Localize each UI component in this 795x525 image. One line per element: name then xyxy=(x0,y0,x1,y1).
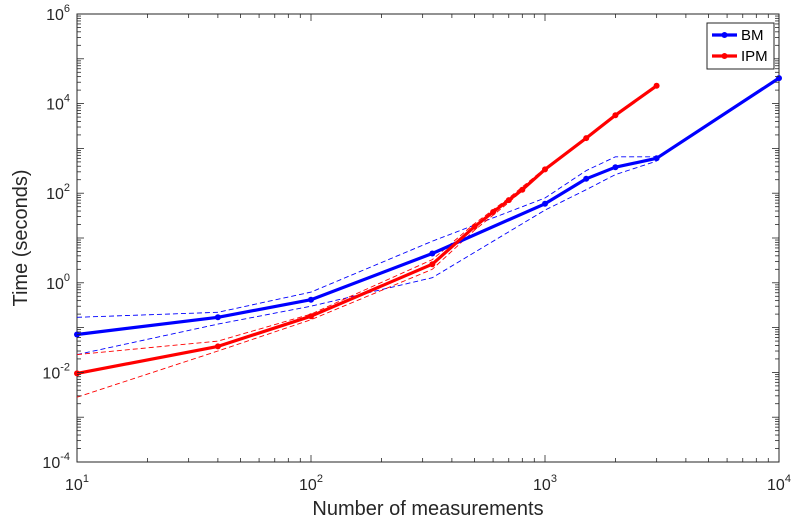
series-1-point xyxy=(519,186,526,193)
series-1-point xyxy=(429,261,436,268)
legend-box xyxy=(706,22,775,70)
legend-label: IPM xyxy=(741,48,768,65)
plot-area xyxy=(76,13,780,463)
series-0-point xyxy=(542,200,548,207)
series-1-point xyxy=(490,209,497,215)
legend: BM IPM xyxy=(706,22,775,70)
x-tick-label: 101 xyxy=(65,473,89,494)
series-1-point xyxy=(214,343,221,350)
y-tick-label: 10-2 xyxy=(42,361,70,382)
series-1-point xyxy=(542,166,548,173)
series-1-line xyxy=(76,84,658,375)
series-1-point xyxy=(612,112,619,119)
series-1-point xyxy=(583,135,590,142)
series-1-point xyxy=(308,313,314,320)
series-0-point xyxy=(776,75,782,82)
series-0-band-upper-line xyxy=(76,156,657,318)
x-tick-label: 104 xyxy=(767,473,791,494)
series-0-point xyxy=(612,164,619,171)
series-markers xyxy=(74,75,782,377)
legend-marker xyxy=(721,32,728,38)
axis-ticks xyxy=(76,13,780,463)
x-axis-title: Number of measurements xyxy=(312,498,543,520)
series-0-band-lower-line xyxy=(76,160,657,356)
series-1-band-lower-line xyxy=(76,170,546,398)
y-tick-label: 102 xyxy=(46,182,70,203)
legend-label: BM xyxy=(741,27,764,44)
series-0-point xyxy=(214,314,221,321)
x-tick-label: 102 xyxy=(299,473,323,494)
y-axis-title: Time (seconds) xyxy=(10,169,32,306)
series-0-point xyxy=(653,155,660,162)
axis-tick-labels: 101 102 103 104 10-4 10-2 100 102 104 106 xyxy=(42,3,791,494)
series-1-point xyxy=(505,197,512,204)
y-tick-label: 10-4 xyxy=(42,451,70,472)
y-tick-label: 106 xyxy=(46,3,70,24)
confidence-bands xyxy=(76,156,657,398)
series-1-point xyxy=(471,223,478,230)
y-tick-label: 104 xyxy=(46,93,70,114)
y-tick-label: 100 xyxy=(46,272,70,293)
legend-marker xyxy=(721,53,728,59)
x-tick-label: 103 xyxy=(533,473,557,494)
series-0-point xyxy=(583,175,590,182)
series-1-point xyxy=(74,370,80,377)
series-1-band-upper-line xyxy=(76,167,546,356)
series-1-point xyxy=(653,82,660,89)
series-0-point xyxy=(429,250,436,257)
series-0-point xyxy=(308,296,314,303)
